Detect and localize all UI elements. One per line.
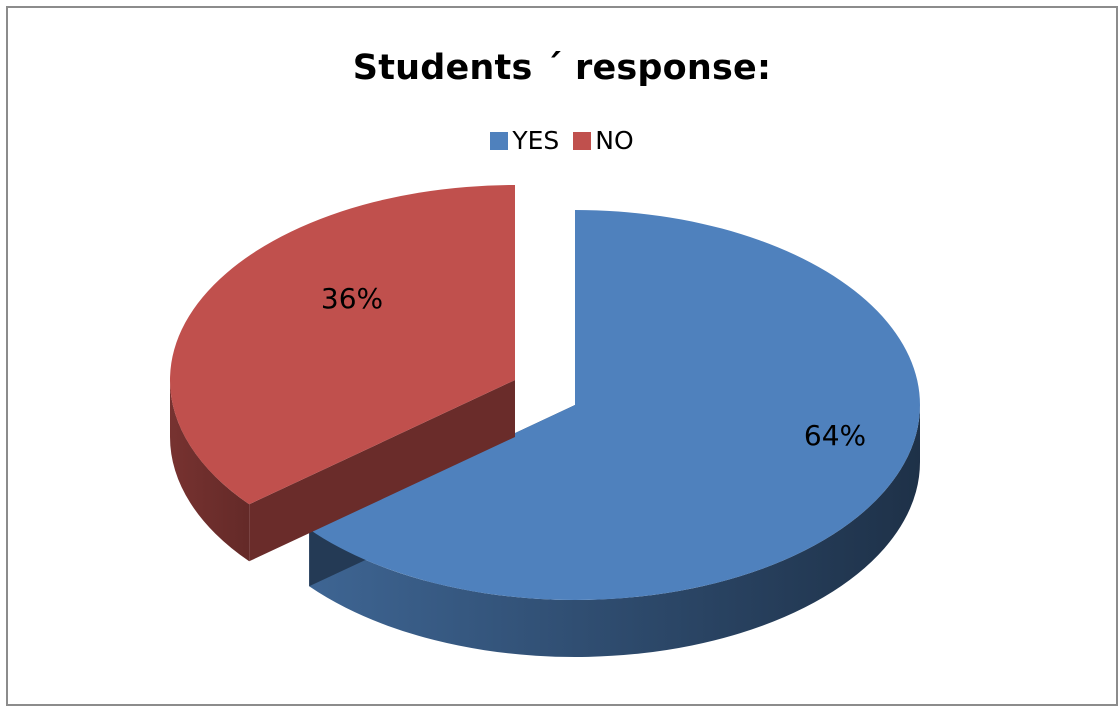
chart-legend: YES NO xyxy=(8,126,1116,155)
legend-swatch-yes xyxy=(490,131,509,150)
legend-label-no: NO xyxy=(595,126,634,155)
pie-cut-face xyxy=(249,380,516,562)
data-label-yes: 64% xyxy=(804,419,866,452)
pie-top-no xyxy=(169,185,515,505)
pie-slice-no xyxy=(169,185,516,562)
legend-item-no: NO xyxy=(573,126,634,155)
legend-label-yes: YES xyxy=(512,126,560,155)
pie-side-yes xyxy=(309,405,920,657)
legend-swatch-no xyxy=(573,131,592,150)
pie-top-yes xyxy=(309,210,920,601)
pie-side-no xyxy=(170,380,250,562)
chart-title: Students ´ response: xyxy=(352,48,772,88)
legend-item-yes: YES xyxy=(490,126,559,155)
data-label-no: 36% xyxy=(321,282,383,315)
pie-slice-yes xyxy=(309,210,920,657)
